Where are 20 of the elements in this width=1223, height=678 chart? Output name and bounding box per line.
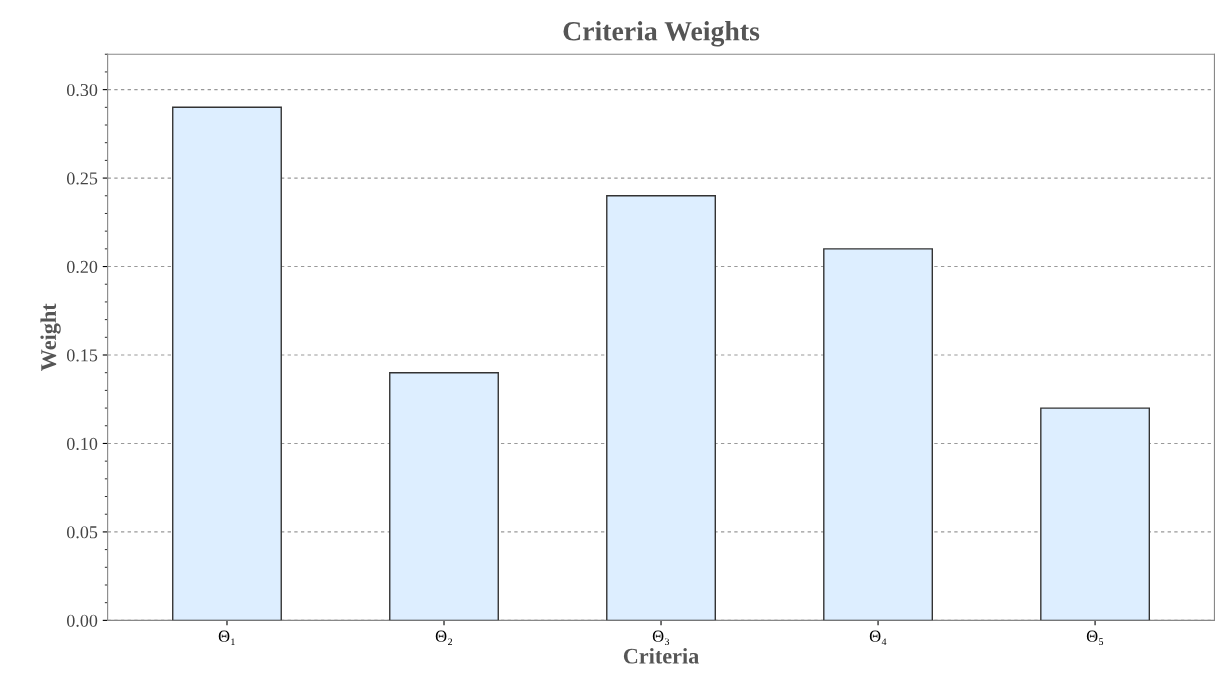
y-tick-label: 0.10 [66, 437, 98, 450]
y-tick-label: 0.00 [66, 614, 98, 627]
bar [823, 248, 934, 621]
x-tick-label: Θ₁ [218, 630, 235, 645]
x-tick-label: Θ₅ [1086, 630, 1104, 646]
bar [389, 371, 499, 621]
y-axis-title: Weight [40, 303, 61, 371]
bar [172, 106, 282, 621]
y-tick-label: 0.05 [66, 526, 98, 539]
x-tick-label: Θ₂ [435, 630, 453, 646]
y-tick-label: 0.30 [66, 83, 98, 97]
y-tick-label: 0.15 [66, 349, 98, 362]
y-tick-label: 0.25 [66, 172, 98, 185]
x-tick-label: Θ₄ [869, 630, 887, 646]
bar [606, 195, 716, 621]
bar [1040, 407, 1151, 621]
y-tick-label: 0.20 [66, 260, 98, 274]
x-axis-title: Criteria [623, 647, 699, 664]
x-tick-label: Θ₃ [652, 630, 670, 646]
chart-title: Criteria Weights [563, 21, 760, 47]
